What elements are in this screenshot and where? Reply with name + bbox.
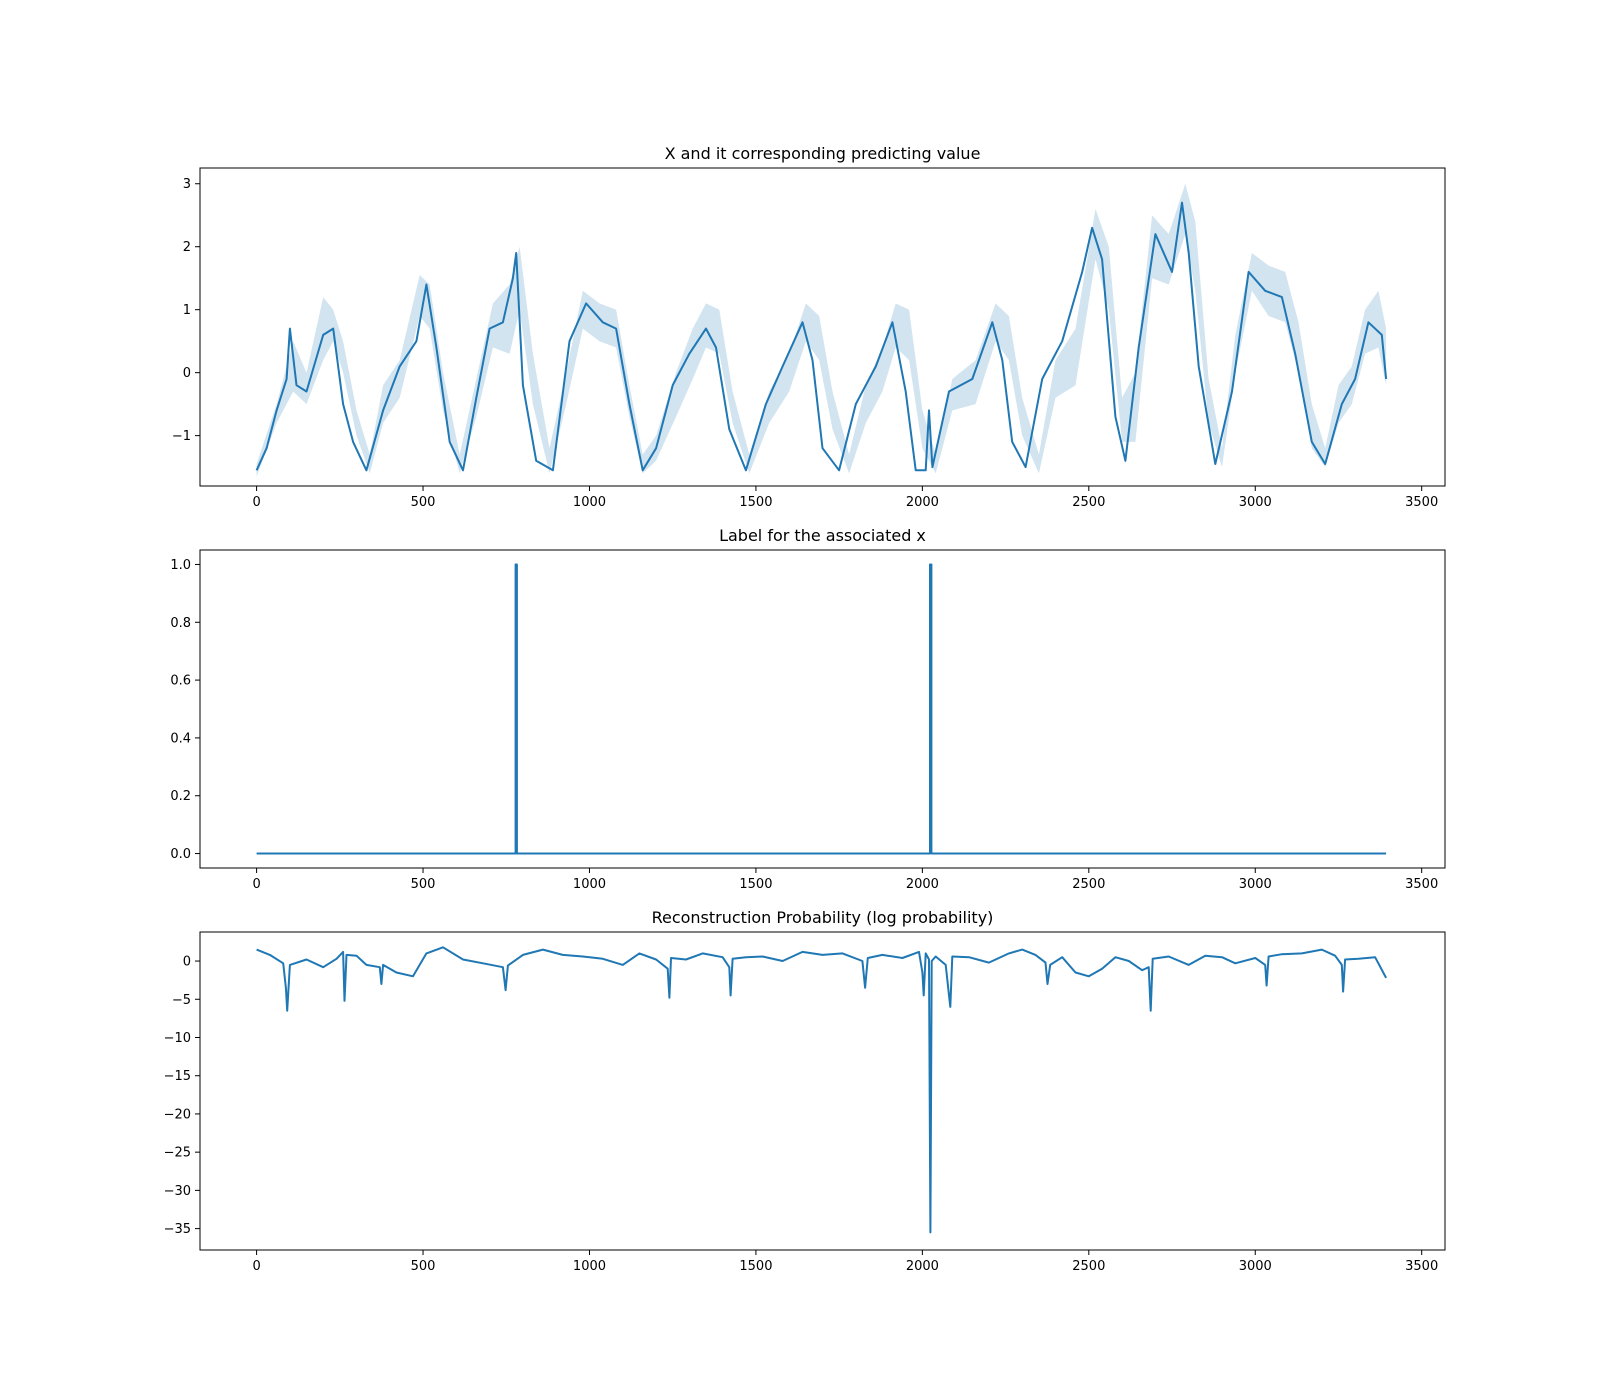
chart-title: Reconstruction Probability (log probabil… xyxy=(652,908,994,927)
series-line xyxy=(255,201,1388,472)
y-tick-label: −15 xyxy=(164,1069,191,1084)
x-tick-label: 1500 xyxy=(739,1259,772,1274)
x-tick-label: 3500 xyxy=(1405,495,1438,510)
confidence-band xyxy=(256,183,1387,477)
y-tick-label: 0 xyxy=(183,366,191,381)
x-tick-label: 2500 xyxy=(1072,495,1105,510)
axes-frame xyxy=(199,931,1446,1251)
y-tick-label: 0.6 xyxy=(170,674,191,689)
x-tick-label: 3500 xyxy=(1405,1259,1438,1274)
x-tick-label: 3000 xyxy=(1239,1259,1272,1274)
y-tick-label: −25 xyxy=(164,1146,191,1161)
x-tick-label: 2000 xyxy=(906,495,939,510)
chart-title: Label for the associated x xyxy=(719,526,926,545)
x-tick-label: 0 xyxy=(252,877,260,892)
plot-area xyxy=(256,946,1387,1234)
x-tick-label: 1000 xyxy=(573,495,606,510)
axes-frame xyxy=(199,167,1446,487)
y-tick-label: 0.2 xyxy=(170,789,191,804)
chart-panel-1: X and it corresponding predicting value 0… xyxy=(172,144,1446,510)
y-tick-label: −1 xyxy=(172,429,191,444)
x-tick-label: 1000 xyxy=(573,1259,606,1274)
series-line xyxy=(256,946,1387,1234)
x-tick-label: 3000 xyxy=(1239,495,1272,510)
x-tick-label: 1500 xyxy=(739,877,772,892)
chart-title: X and it corresponding predicting value xyxy=(665,144,981,163)
x-tick-label: 500 xyxy=(411,877,436,892)
x-tick-label: 0 xyxy=(252,495,260,510)
x-tick-label: 2500 xyxy=(1072,877,1105,892)
x-tick-label: 1500 xyxy=(739,495,772,510)
x-tick-label: 1000 xyxy=(573,877,606,892)
y-tick-label: 3 xyxy=(183,177,191,192)
y-tick-label: −10 xyxy=(164,1031,191,1046)
y-tick-label: −30 xyxy=(164,1184,191,1199)
x-tick-label: 500 xyxy=(411,1259,436,1274)
axes-frame xyxy=(199,549,1446,869)
y-tick-label: 0 xyxy=(183,955,191,970)
plot-area xyxy=(255,183,1388,477)
x-tick-label: 2000 xyxy=(906,877,939,892)
y-tick-label: −20 xyxy=(164,1107,191,1122)
plot-area xyxy=(256,563,1387,855)
x-tick-label: 0 xyxy=(252,1259,260,1274)
series-line xyxy=(256,563,1387,855)
x-tick-label: 3500 xyxy=(1405,877,1438,892)
y-tick-label: 0.4 xyxy=(170,731,191,746)
x-tick-label: 500 xyxy=(411,495,436,510)
y-tick-label: 0.0 xyxy=(170,847,191,862)
chart-panel-3: Reconstruction Probability (log probabil… xyxy=(164,908,1446,1274)
y-tick-label: 1 xyxy=(183,303,191,318)
x-tick-label: 2500 xyxy=(1072,1259,1105,1274)
y-tick-label: −35 xyxy=(164,1222,191,1237)
y-tick-label: 1.0 xyxy=(170,558,191,573)
y-tick-label: 2 xyxy=(183,240,191,255)
x-tick-label: 2000 xyxy=(906,1259,939,1274)
y-tick-label: 0.8 xyxy=(170,616,191,631)
y-tick-label: −5 xyxy=(172,993,191,1008)
x-tick-label: 3000 xyxy=(1239,877,1272,892)
chart-panel-2: Label for the associated x 0 500 1000 1500 20… xyxy=(170,526,1446,892)
